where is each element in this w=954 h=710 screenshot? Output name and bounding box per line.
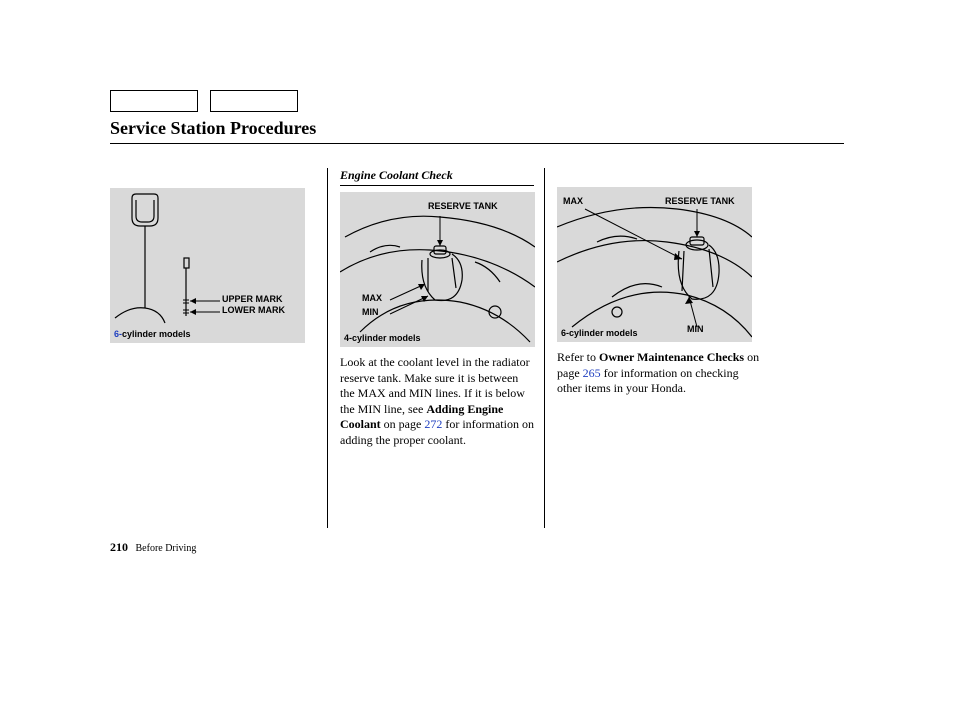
section-heading: Engine Coolant Check xyxy=(340,168,534,186)
label-reserve-tank: RESERVE TANK xyxy=(428,202,498,212)
caption-rest: cylinder models xyxy=(122,329,191,339)
header-boxes xyxy=(110,90,844,112)
header-box xyxy=(210,90,298,112)
column-3: MAX RESERVE TANK MIN 6-cylinder models R… xyxy=(544,168,761,528)
text-bold: Owner Maintenance Checks xyxy=(599,350,744,364)
figure-caption: 6-cylinder models xyxy=(561,328,638,338)
page-title: Service Station Procedures xyxy=(110,118,844,144)
dipstick-illustration xyxy=(110,188,305,343)
column-1: UPPER MARK LOWER MARK 6-cylinder models xyxy=(110,168,327,528)
page-link[interactable]: 265 xyxy=(583,366,601,380)
engine-4cyl-illustration xyxy=(340,192,535,347)
caption-prefix: 6- xyxy=(114,329,122,339)
figure-caption: 4-cylinder models xyxy=(344,333,421,343)
body-text-col3: Refer to Owner Maintenance Checks on pag… xyxy=(557,350,761,397)
label-reserve-tank: RESERVE TANK xyxy=(665,197,735,207)
text: on page xyxy=(381,417,425,431)
text: Refer to xyxy=(557,350,599,364)
figure-engine-6cyl: MAX RESERVE TANK MIN 6-cylinder models xyxy=(557,187,752,342)
page-footer: 210 Before Driving xyxy=(110,540,196,555)
label-upper-mark: UPPER MARK xyxy=(222,295,283,305)
label-min: MIN xyxy=(362,308,379,318)
page-number: 210 xyxy=(110,540,128,554)
page-link[interactable]: 272 xyxy=(424,417,442,431)
column-2: Engine Coolant Check xyxy=(327,168,544,528)
label-min: MIN xyxy=(687,325,704,335)
columns: UPPER MARK LOWER MARK 6-cylinder models … xyxy=(110,168,844,528)
footer-section: Before Driving xyxy=(136,543,197,554)
body-text-col2: Look at the coolant level in the radiato… xyxy=(340,355,534,449)
label-max: MAX xyxy=(362,294,382,304)
figure-dipstick: UPPER MARK LOWER MARK 6-cylinder models xyxy=(110,188,305,343)
manual-page: Service Station Procedures xyxy=(0,0,954,528)
label-lower-mark: LOWER MARK xyxy=(222,306,285,316)
engine-6cyl-illustration xyxy=(557,187,752,342)
figure-caption: 6-cylinder models xyxy=(114,329,191,339)
header-box xyxy=(110,90,198,112)
label-max: MAX xyxy=(563,197,583,207)
figure-engine-4cyl: RESERVE TANK MAX MIN 4-cylinder models xyxy=(340,192,535,347)
